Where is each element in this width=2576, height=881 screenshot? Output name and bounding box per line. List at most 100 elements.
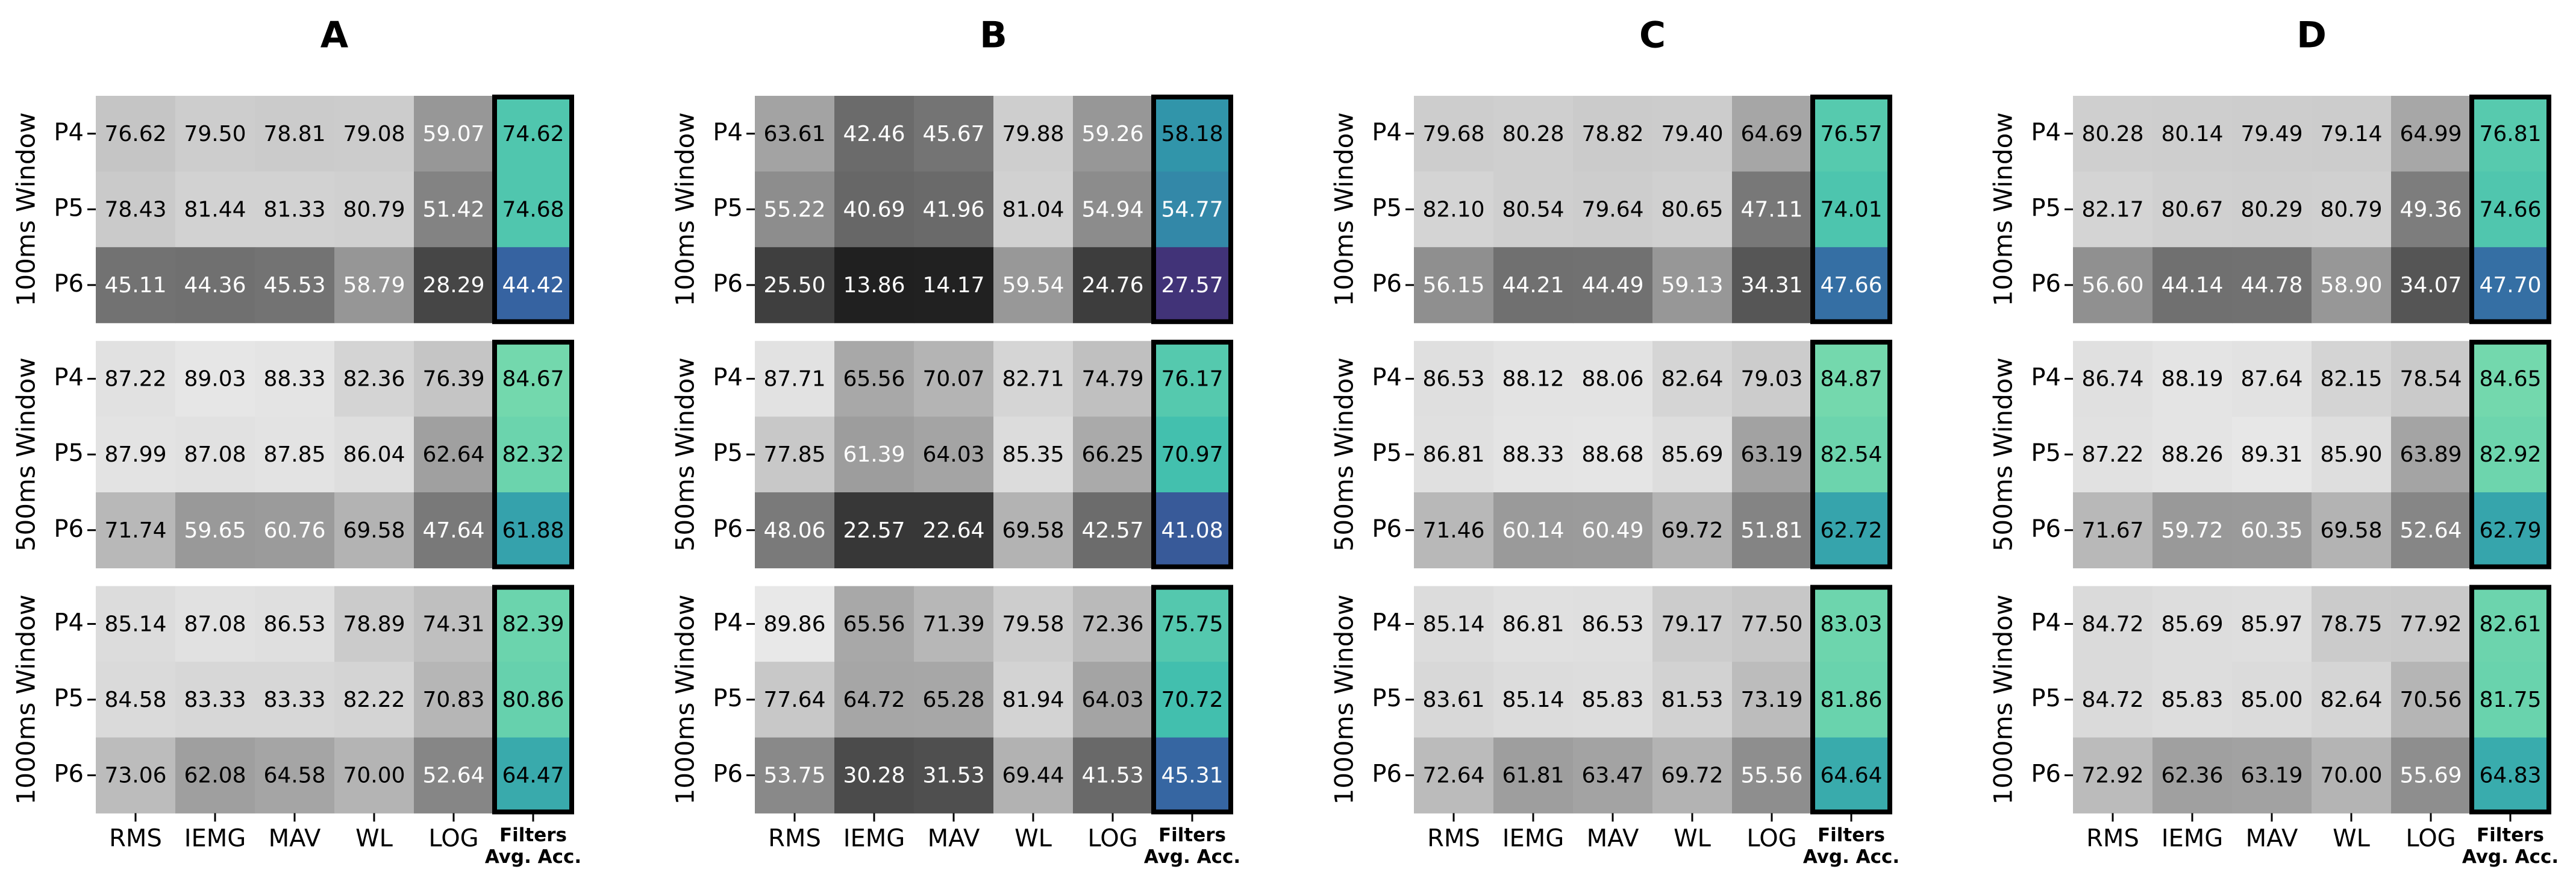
cell-label: 87.08 (184, 442, 246, 467)
heatmap-cell (493, 247, 574, 324)
heatmap-cell (2232, 96, 2312, 172)
cell-label: 81.53 (1661, 688, 1723, 712)
cell-label: 71.39 (922, 612, 984, 636)
heatmap-cell (1493, 662, 1574, 738)
heatmap-cell (2391, 96, 2471, 172)
heatmap-cell (834, 247, 914, 324)
cell-label: 79.58 (1002, 612, 1064, 636)
row-label: P5 (1372, 685, 1402, 712)
cell-label: 78.82 (1581, 122, 1643, 146)
cell-label: 59.72 (2161, 518, 2223, 543)
cell-label: 64.69 (1740, 122, 1802, 146)
heatmap-cell (1652, 492, 1733, 569)
heatmap-cell (2232, 247, 2312, 324)
heatmap-cell (414, 171, 494, 248)
row-label: P6 (1372, 515, 1402, 543)
column-label: WL (1014, 824, 1052, 852)
heatmap-cell (175, 247, 255, 324)
cell-label: 47.66 (1820, 273, 1882, 298)
cell-label: 86.53 (1581, 612, 1643, 636)
heatmap-cell (1573, 586, 1653, 662)
heatmap-cell (1152, 662, 1233, 738)
heatmap-cell (96, 96, 176, 172)
heatmap-cell (993, 247, 1074, 324)
column-label: RMS (1427, 824, 1480, 852)
cell-label: 86.81 (1502, 612, 1564, 636)
heatmap-cell (1732, 492, 1812, 569)
cell-label: 82.71 (1002, 367, 1064, 392)
heatmap-cell (1152, 247, 1233, 324)
cell-label: 77.50 (1740, 612, 1802, 636)
heatmap-cell (834, 171, 914, 248)
cell-label: 28.29 (422, 273, 484, 298)
heatmap-cell (1573, 171, 1653, 248)
heatmap-cell (1573, 96, 1653, 172)
cell-label: 83.33 (184, 688, 246, 712)
heatmap-cell (1652, 416, 1733, 493)
heatmap-cell (334, 416, 414, 493)
heatmap-cell (175, 586, 255, 662)
cell-label: 78.43 (104, 197, 166, 222)
cell-label: 70.56 (2399, 688, 2462, 712)
heatmap-cell (2152, 492, 2233, 569)
cell-label: 82.54 (1820, 442, 1882, 467)
cell-label: 69.72 (1661, 518, 1723, 543)
column-label: IEMG (843, 824, 905, 852)
row-label: P4 (1372, 609, 1402, 636)
cell-label: 54.94 (1081, 197, 1143, 222)
cell-label: 74.68 (502, 197, 564, 222)
heatmap-cell (914, 416, 994, 493)
heatmap-cell (1652, 586, 1733, 662)
column-label: LOG (1746, 824, 1796, 852)
heatmap-cell (414, 96, 494, 172)
cell-label: 80.65 (1661, 197, 1723, 222)
heatmap-cell (2312, 662, 2392, 738)
heatmap-cell (2152, 96, 2233, 172)
cell-label: 52.64 (2399, 518, 2462, 543)
cell-label: 41.53 (1081, 763, 1143, 788)
cell-label: 56.60 (2081, 273, 2143, 298)
heatmap-cell (755, 586, 835, 662)
cell-label: 84.65 (2479, 367, 2541, 392)
cell-label: 85.97 (2240, 612, 2302, 636)
heatmap-cell (2312, 586, 2392, 662)
cell-label: 82.36 (343, 367, 405, 392)
heatmap-cell (2312, 340, 2392, 417)
heatmap-cell (1493, 586, 1574, 662)
column-label: IEMG (184, 824, 246, 852)
summary-label: Filters (1158, 824, 1226, 846)
cell-label: 58.90 (2320, 273, 2382, 298)
column-label: IEMG (2162, 824, 2224, 852)
column-label: IEMG (1502, 824, 1565, 852)
heatmap-cell (1152, 492, 1233, 569)
row-label: P4 (1372, 364, 1402, 392)
cell-label: 53.75 (763, 763, 825, 788)
heatmap-cell (2073, 662, 2153, 738)
heatmap-cell (993, 662, 1074, 738)
heatmap-cell (1732, 737, 1812, 814)
heatmap-cell (96, 737, 176, 814)
column-label: WL (1674, 824, 1712, 852)
cell-label: 79.68 (1422, 122, 1484, 146)
heatmap-cell (334, 96, 414, 172)
summary-label: Filters (2477, 824, 2544, 846)
y-axis-label: 500ms Window (671, 357, 700, 551)
cell-label: 83.61 (1422, 688, 1484, 712)
cell-label: 79.17 (1661, 612, 1723, 636)
cell-label: 89.31 (2240, 442, 2302, 467)
heatmap-cell (2152, 737, 2233, 814)
heatmap-cell (1493, 416, 1574, 493)
heatmap-cell (1073, 171, 1153, 248)
cell-label: 73.19 (1740, 688, 1802, 712)
cell-label: 45.67 (922, 122, 984, 146)
heatmap-cell (1573, 737, 1653, 814)
y-axis-label: 100ms Window (671, 112, 700, 306)
heatmap-cell (1073, 586, 1153, 662)
column-label: MAV (269, 824, 321, 852)
column-label: WL (355, 824, 393, 852)
heatmap-cell (1732, 96, 1812, 172)
y-axis-label: 100ms Window (11, 112, 41, 306)
heatmap-cell (2232, 416, 2312, 493)
cell-label: 44.14 (2161, 273, 2223, 298)
panel-title: B (980, 14, 1007, 57)
